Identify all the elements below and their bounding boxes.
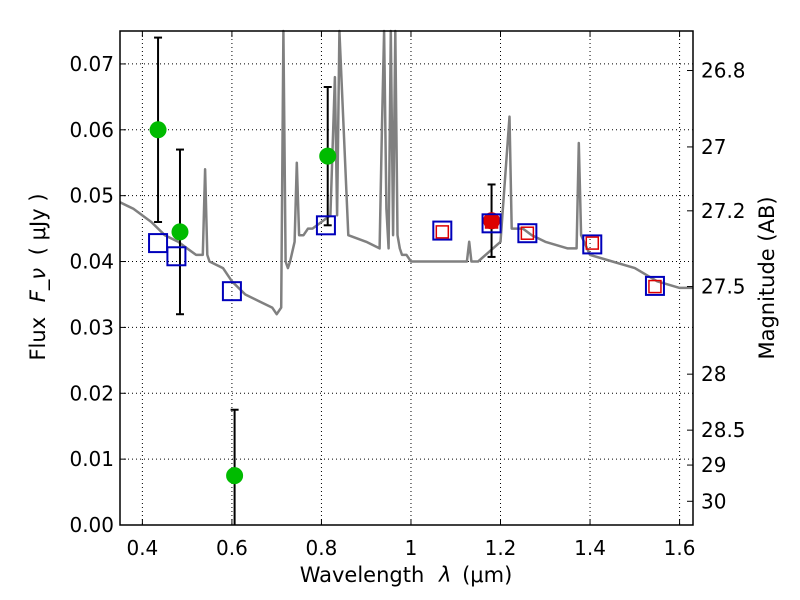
x-tick-label: 1.4: [574, 536, 606, 560]
model-square: [481, 213, 502, 234]
grid-lines: [120, 31, 693, 526]
x-tick-label: 0.4: [126, 536, 158, 560]
model-square: [221, 281, 242, 302]
right-tick-label: 27.2: [701, 199, 746, 223]
model-square-ir: [435, 225, 450, 239]
right-tick-label: 30: [701, 489, 726, 513]
observed-point: [226, 467, 244, 485]
model-square-ir: [585, 236, 600, 250]
x-tick-label: 1.6: [664, 536, 696, 560]
model-square-ir: [648, 279, 662, 294]
errorbar-group: [154, 36, 496, 525]
x-axis-label: Wavelength λ (μm): [300, 563, 513, 587]
right-tick-label: 27: [701, 135, 726, 159]
model-square-ir: [520, 226, 535, 240]
y-tick-label: 0.04: [69, 250, 114, 274]
y-tick-label: 0.03: [69, 315, 114, 339]
y-tick-label: 0.02: [69, 381, 114, 405]
right-tick-label: 29: [701, 453, 726, 477]
right-tick-label: 26.8: [701, 59, 746, 83]
y-tick-label: 0.05: [69, 184, 114, 208]
model-square: [644, 275, 665, 296]
y-tick-label: 0.06: [69, 118, 114, 142]
model-square: [166, 246, 187, 267]
model-square-ir: [484, 215, 499, 229]
right-tick-label: 28.5: [701, 418, 746, 442]
model-square: [517, 223, 538, 244]
observed-point: [319, 147, 337, 165]
photometry-points: [148, 121, 665, 485]
y-tick-label: 0.07: [69, 52, 114, 76]
x-tick-label: 1.2: [485, 536, 517, 560]
y-tick-label: 0.00: [69, 513, 114, 537]
x-tick-label: 0.6: [216, 536, 248, 560]
x-axis-ticks: 0.4 0.6 0.8 1 1.2 1.4 1.6: [126, 31, 695, 560]
y-tick-label: 0.01: [69, 447, 114, 471]
observed-point: [171, 223, 189, 241]
x-tick-label: 1: [405, 536, 418, 560]
right-axis-label: Magnitude (AB): [755, 196, 779, 359]
y-axis-label: Flux F_ν ( μJy ): [26, 193, 51, 360]
model-square: [315, 215, 336, 236]
y-axis-ticks: 0.00 0.01 0.02 0.03 0.04 0.05 0.06 0.07: [69, 52, 126, 537]
model-square: [582, 234, 603, 255]
right-tick-label: 28: [701, 362, 726, 386]
spectrum-line: [119, 29, 693, 316]
model-square: [432, 220, 453, 241]
x-tick-label: 0.8: [306, 536, 338, 560]
plot-frame: [119, 30, 694, 526]
right-axis-ticks: 26.8 27 27.2 27.5 28 28.5 29 30: [687, 59, 746, 513]
model-square: [148, 233, 169, 254]
right-tick-label: 27.5: [701, 275, 746, 299]
template-spectrum: [119, 29, 693, 316]
observed-point: [149, 121, 167, 139]
